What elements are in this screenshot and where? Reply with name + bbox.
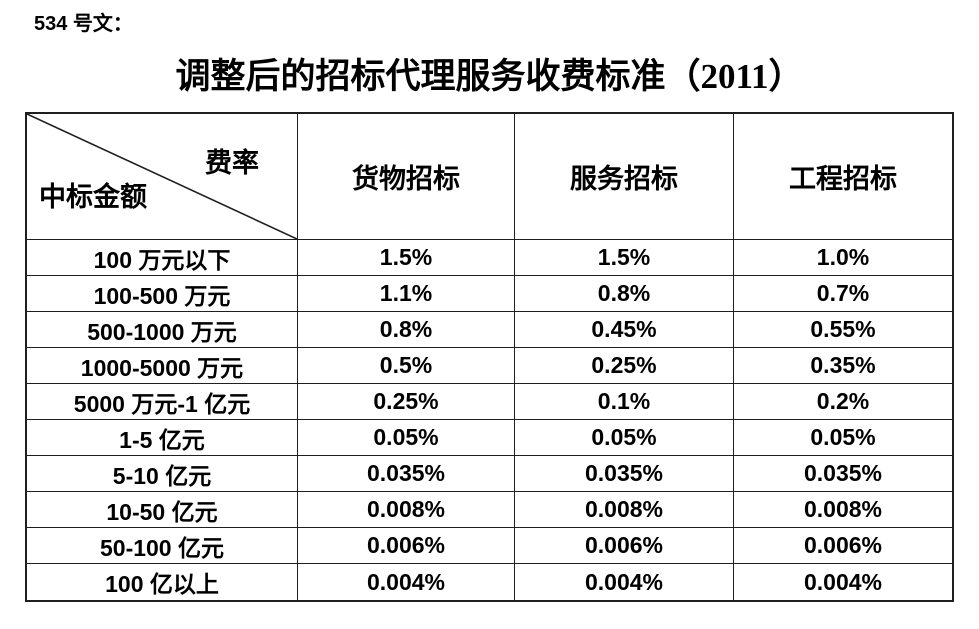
- rate-cell: 0.25%: [515, 348, 734, 384]
- column-header-goods-tender: 货物招标: [298, 114, 515, 240]
- rate-cell: 0.004%: [803, 568, 882, 595]
- rate-cell: 0.008%: [515, 492, 734, 528]
- rate-cell: 0.05%: [298, 420, 515, 456]
- rate-cell: 0.8%: [515, 276, 734, 312]
- rate-cell: 0.004%: [298, 564, 515, 600]
- rate-cell: 1.5%: [298, 240, 515, 276]
- rate-cell: 0.05%: [734, 420, 952, 456]
- amount-cell: 500-1000 万元: [27, 312, 298, 348]
- amount-cell: 100 亿以上: [27, 564, 298, 600]
- doc-number: 534 号文：: [34, 13, 133, 35]
- rate-cell: 0.05%: [515, 420, 734, 456]
- rate-cell: 0.45%: [515, 312, 734, 348]
- page-title: 调整后的招标代理服务收费标准（2011）: [175, 57, 804, 96]
- rate-cell: 0.006%: [515, 528, 734, 564]
- amount-cell: 5-10 亿元: [27, 456, 298, 492]
- amount-cell: 5000 万元-1 亿元: [27, 384, 298, 420]
- rate-cell: 0.5%: [298, 348, 515, 384]
- rate-cell: 0.2%: [734, 384, 952, 420]
- column-header-engineering-tender: 工程招标: [734, 114, 952, 240]
- amount-cell: 10-50 亿元: [27, 492, 298, 528]
- rate-cell: 0.004%: [515, 564, 734, 600]
- diagonal-divider-line: [27, 114, 297, 239]
- rate-cell: 0.035%: [515, 456, 734, 492]
- rate-cell: 0.1%: [515, 384, 734, 420]
- rate-cell: 0.25%: [298, 384, 515, 420]
- rate-cell: 1.1%: [298, 276, 515, 312]
- rate-cell: 0.35%: [734, 348, 952, 384]
- rate-cell: 0.006%: [734, 528, 952, 564]
- amount-cell: 1-5 亿元: [27, 420, 298, 456]
- corner-header-cell: 费率 中标金额: [27, 114, 298, 240]
- amount-cell: 1000-5000 万元: [27, 348, 298, 384]
- rate-cell: 0.006%: [298, 528, 515, 564]
- column-header-service-tender: 服务招标: [515, 114, 734, 240]
- corner-label-bid-amount: 中标金额: [39, 182, 147, 212]
- fee-rate-table: 费率 中标金额 货物招标 服务招标 工程招标 100 万元以下 1.5% 1.5…: [25, 112, 954, 602]
- amount-cell: 50-100 亿元: [27, 528, 298, 564]
- rate-cell: 0.55%: [734, 312, 952, 348]
- rate-cell: 0.035%: [734, 456, 952, 492]
- rate-cell: 1.0%: [734, 240, 952, 276]
- rate-cell: 0.7%: [734, 276, 952, 312]
- amount-cell: 100 万元以下: [27, 240, 298, 276]
- corner-label-fee-rate: 费率: [205, 148, 259, 178]
- rate-cell: 0.008%: [298, 492, 515, 528]
- amount-cell: 100-500 万元: [27, 276, 298, 312]
- rate-cell: 1.5%: [515, 240, 734, 276]
- rate-cell: 0.008%: [734, 492, 952, 528]
- rate-cell: 0.8%: [298, 312, 515, 348]
- rate-cell: 0.035%: [298, 456, 515, 492]
